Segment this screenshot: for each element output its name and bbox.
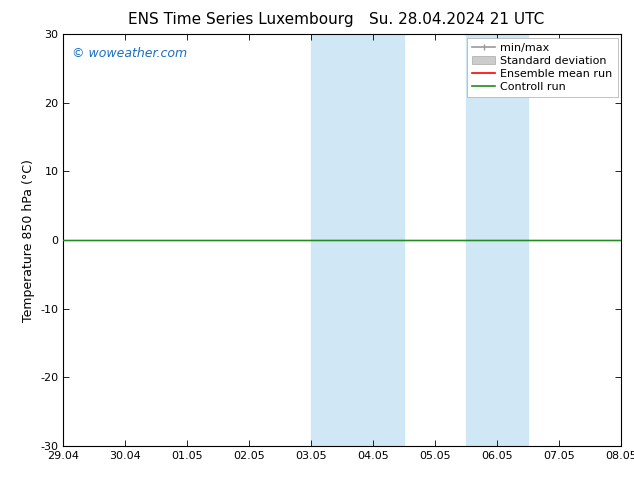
Text: Su. 28.04.2024 21 UTC: Su. 28.04.2024 21 UTC xyxy=(369,12,544,27)
Text: ENS Time Series Luxembourg: ENS Time Series Luxembourg xyxy=(128,12,354,27)
Y-axis label: Temperature 850 hPa (°C): Temperature 850 hPa (°C) xyxy=(22,159,35,321)
Bar xyxy=(467,34,497,446)
Bar xyxy=(342,34,404,446)
Legend: min/max, Standard deviation, Ensemble mean run, Controll run: min/max, Standard deviation, Ensemble me… xyxy=(467,38,618,97)
Bar xyxy=(497,34,528,446)
Text: © woweather.com: © woweather.com xyxy=(72,47,187,60)
Bar xyxy=(311,34,342,446)
